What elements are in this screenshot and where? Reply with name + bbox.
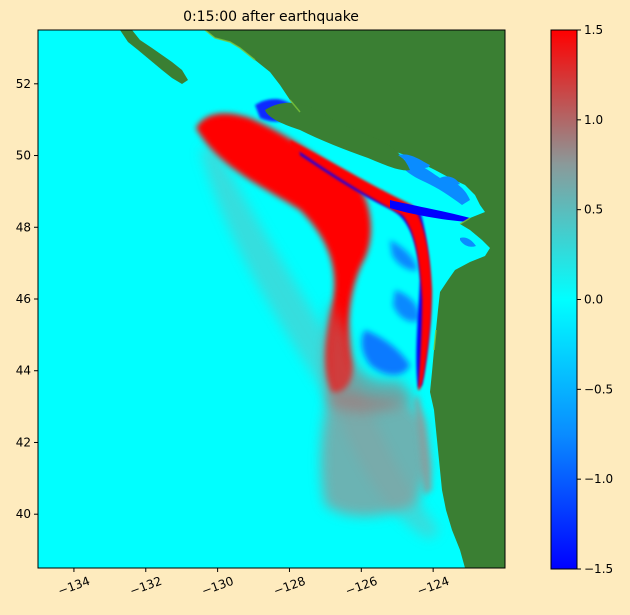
colorbar-tick-label: 1.0	[584, 113, 603, 127]
main-wavefront	[196, 113, 371, 393]
distal-wave	[320, 390, 430, 517]
x-tick-label: −130	[200, 574, 236, 598]
colorbar-ticks: 1.5 1.0 0.5 0.0 −0.5 −1.0 −1.5	[577, 23, 613, 576]
y-tick-label: 48	[16, 220, 31, 234]
colorbar-tick-label: −1.5	[584, 562, 613, 576]
strait-trough	[390, 200, 470, 222]
inland-sea	[398, 159, 470, 205]
y-tick-label: 40	[16, 507, 31, 521]
vancouver-island	[265, 102, 410, 171]
colorbar-tick-label: 0.0	[584, 293, 603, 307]
colorbar: 1.5 1.0 0.5 0.0 −0.5 −1.0 −1.5	[550, 23, 613, 576]
x-axis: −134 −132 −130 −128 −126 −124	[56, 568, 451, 598]
colorbar-gradient	[551, 30, 577, 569]
x-tick-label: −132	[128, 574, 164, 598]
coast-fringe	[204, 30, 471, 351]
southern-coastal-band	[414, 395, 432, 495]
map-area	[38, 30, 505, 568]
haida-gwaii	[120, 30, 188, 84]
y-tick-label: 44	[16, 364, 31, 378]
offshore-trough-3	[390, 240, 418, 271]
y-tick-label: 50	[16, 149, 31, 163]
y-tick-label: 52	[16, 77, 31, 91]
x-tick-label: −126	[343, 574, 379, 598]
x-tick-label: −128	[272, 574, 308, 598]
map-title: 0:15:00 after earthquake	[183, 9, 359, 25]
land	[205, 30, 505, 568]
offshore-trough-2	[393, 290, 420, 322]
colorbar-tick-label: −1.0	[584, 472, 613, 486]
x-tick-label: −124	[415, 574, 451, 598]
colorbar-tick-label: 0.5	[584, 203, 603, 217]
offshore-trough	[361, 330, 410, 375]
colorbar-tick-label: −0.5	[584, 382, 613, 396]
y-axis: 40 42 44 46 48 50 52	[16, 77, 38, 521]
y-tick-label: 46	[16, 292, 31, 306]
wavefront-halo	[324, 300, 415, 413]
x-tick-label: −134	[56, 574, 92, 598]
colorbar-tick-label: 1.5	[584, 23, 603, 37]
y-tick-label: 42	[16, 435, 31, 449]
